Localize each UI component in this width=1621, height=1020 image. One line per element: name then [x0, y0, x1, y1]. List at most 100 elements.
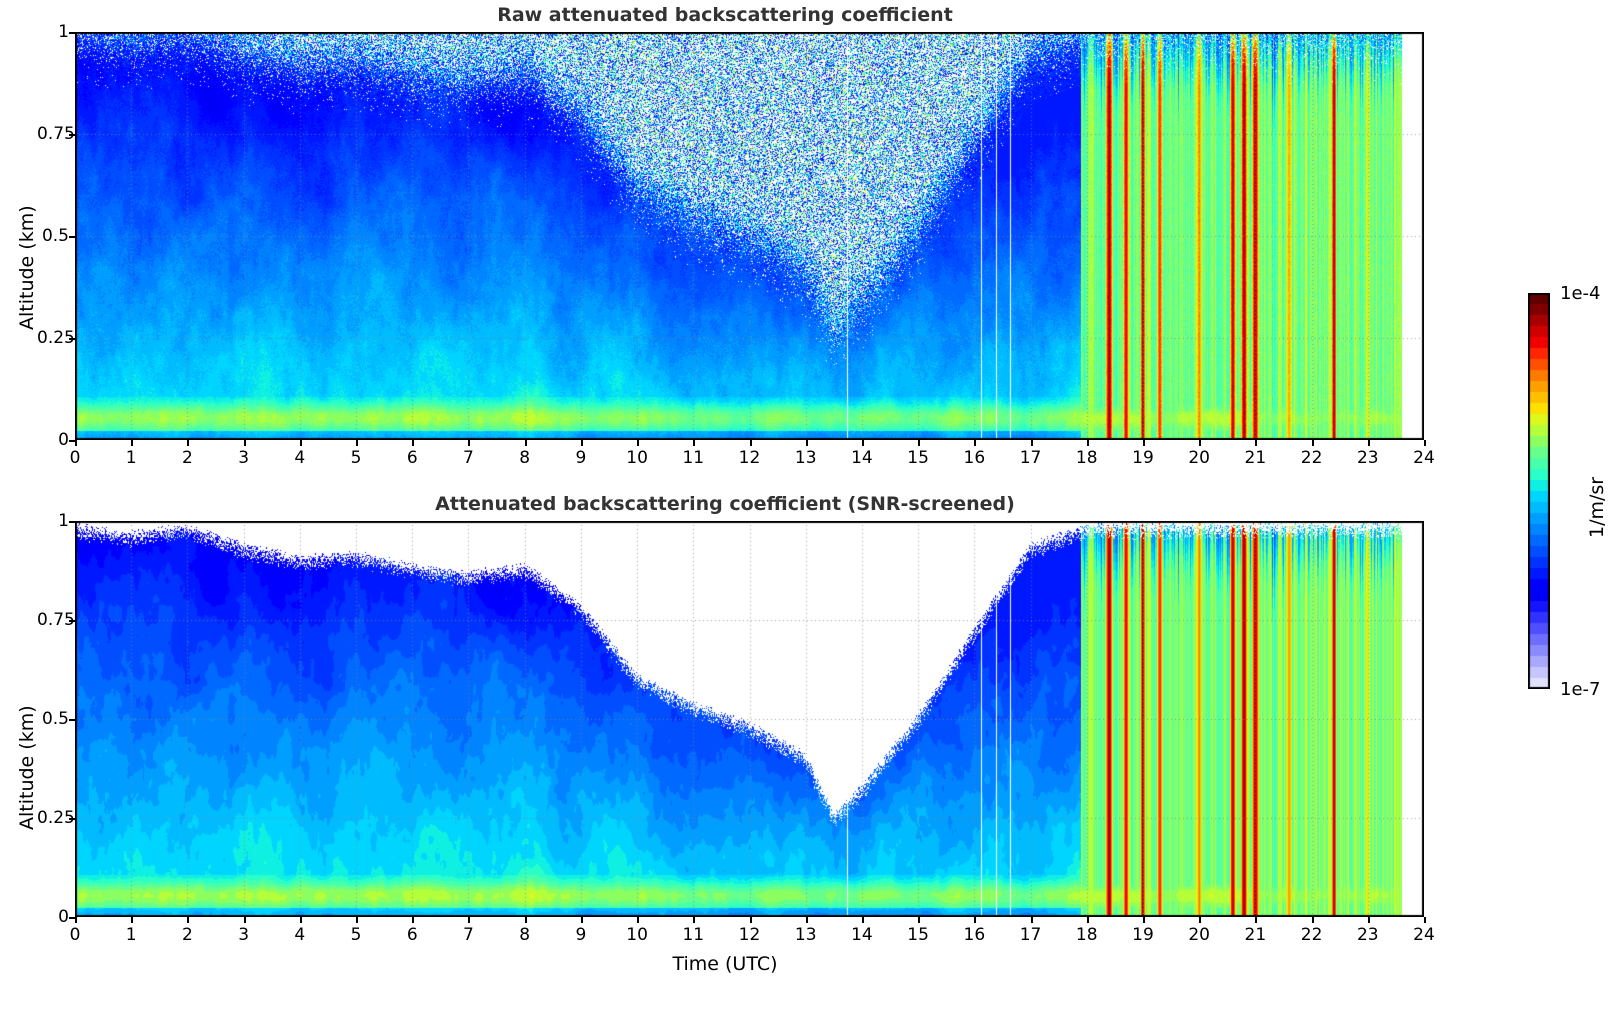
x-tick-label: 18 [1075, 448, 1098, 468]
axis-tick-mark [806, 917, 808, 923]
x-tick-label: 6 [406, 448, 418, 468]
x-tick-label: 3 [238, 448, 250, 468]
x-tick-label: 22 [1300, 448, 1323, 468]
axis-tick-mark [693, 440, 695, 446]
x-tick-label: 20 [1188, 925, 1210, 945]
axis-tick-mark [806, 440, 808, 446]
axis-tick-mark [69, 818, 75, 820]
x-axis-label: Time (UTC) [672, 953, 778, 975]
x-tick-label: 12 [738, 448, 761, 468]
axis-tick-mark [862, 440, 864, 446]
y-tick-label: 0.25 [37, 328, 75, 348]
panel-title-screened: Attenuated backscattering coefficient (S… [435, 493, 1015, 515]
colorbar-unit-label: 1/m/sr [1586, 476, 1608, 538]
x-tick-label: 21 [1244, 925, 1267, 945]
axis-tick-mark [69, 440, 75, 442]
x-tick-label: 13 [794, 925, 817, 945]
y-tick-label: 0 [58, 907, 69, 927]
x-tick-label: 22 [1300, 925, 1323, 945]
axis-tick-mark [244, 440, 246, 446]
x-tick-label: 17 [1019, 448, 1042, 468]
axis-tick-mark [300, 440, 302, 446]
x-tick-label: 2 [181, 448, 193, 468]
axis-tick-mark [693, 917, 695, 923]
axis-tick-mark [1312, 917, 1314, 923]
x-tick-label: 4 [294, 925, 306, 945]
axis-tick-mark [75, 917, 77, 923]
y-tick-label: 1 [58, 511, 69, 531]
axis-tick-mark [1143, 440, 1145, 446]
axis-tick-mark [244, 917, 246, 923]
axis-tick-mark [637, 440, 639, 446]
axis-tick-mark [69, 338, 75, 340]
axis-tick-mark [468, 917, 470, 923]
axis-tick-mark [1087, 917, 1089, 923]
axis-tick-mark [1199, 917, 1201, 923]
y-axis-label-screened: Altitude (km) [16, 705, 38, 830]
axis-tick-mark [75, 440, 77, 446]
x-tick-label: 10 [626, 448, 648, 468]
y-tick-label: 1 [58, 22, 69, 42]
x-tick-label: 7 [463, 448, 474, 468]
axis-tick-mark [356, 917, 358, 923]
x-tick-label: 24 [1413, 448, 1435, 468]
axis-tick-mark [1031, 440, 1033, 446]
x-tick-label: 11 [682, 448, 705, 468]
axis-tick-mark [750, 440, 752, 446]
axis-tick-mark [750, 917, 752, 923]
axis-tick-mark [1255, 917, 1257, 923]
y-tick-label: 0.25 [37, 808, 75, 828]
x-tick-label: 5 [350, 448, 362, 468]
axis-tick-mark [1312, 440, 1314, 446]
colorbar-max-label: 1e-4 [1560, 283, 1601, 304]
x-tick-label: 18 [1075, 925, 1098, 945]
x-tick-label: 9 [575, 925, 587, 945]
x-tick-label: 9 [575, 448, 587, 468]
axis-tick-mark [581, 440, 583, 446]
axis-tick-mark [525, 917, 527, 923]
axis-tick-mark [300, 917, 302, 923]
axis-tick-mark [637, 917, 639, 923]
x-tick-label: 11 [682, 925, 705, 945]
axis-tick-mark [1255, 440, 1257, 446]
axis-tick-mark [131, 917, 133, 923]
axis-tick-mark [468, 440, 470, 446]
x-tick-label: 12 [738, 925, 761, 945]
x-tick-label: 8 [519, 448, 531, 468]
x-tick-label: 1 [125, 448, 137, 468]
axis-tick-mark [1143, 917, 1145, 923]
heatmap-screened [75, 521, 1424, 917]
x-tick-label: 23 [1356, 448, 1379, 468]
x-tick-label: 16 [963, 448, 986, 468]
axis-tick-mark [412, 440, 414, 446]
axis-tick-mark [69, 917, 75, 919]
colorbar-min-label: 1e-7 [1560, 679, 1601, 700]
axis-tick-mark [918, 917, 920, 923]
x-tick-label: 15 [907, 448, 929, 468]
y-tick-label: 0 [58, 430, 69, 450]
axis-tick-mark [1031, 917, 1033, 923]
y-tick-label: 0.75 [37, 124, 75, 144]
axis-tick-mark [69, 521, 75, 523]
x-tick-label: 8 [519, 925, 531, 945]
x-tick-label: 0 [69, 925, 81, 945]
axis-tick-mark [1424, 917, 1426, 923]
x-tick-label: 4 [294, 448, 306, 468]
x-tick-label: 24 [1413, 925, 1435, 945]
axis-tick-mark [1368, 440, 1370, 446]
colorbar [1528, 293, 1550, 689]
axis-tick-mark [412, 917, 414, 923]
axis-tick-mark [1424, 440, 1426, 446]
x-tick-label: 14 [851, 925, 873, 945]
x-tick-label: 21 [1244, 448, 1267, 468]
x-tick-label: 16 [963, 925, 986, 945]
x-tick-label: 23 [1356, 925, 1379, 945]
axis-tick-mark [1199, 440, 1201, 446]
axis-tick-mark [131, 440, 133, 446]
x-tick-label: 19 [1132, 448, 1154, 468]
axis-tick-mark [187, 440, 189, 446]
y-tick-label: 0.5 [41, 709, 69, 729]
axis-tick-mark [1368, 917, 1370, 923]
x-tick-label: 5 [350, 925, 362, 945]
